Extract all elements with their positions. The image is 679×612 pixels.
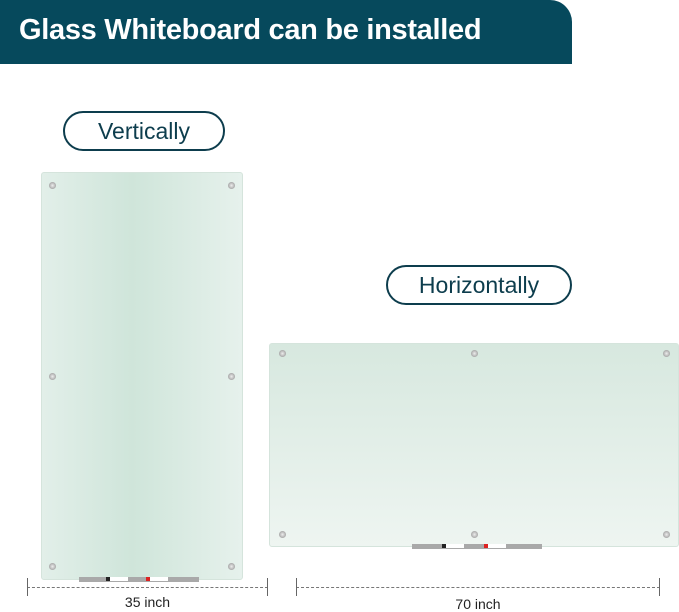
black-marker-icon (442, 544, 464, 548)
horizontal-label: Horizontally (386, 265, 572, 305)
screw-icon (471, 531, 478, 538)
screw-icon (663, 531, 670, 538)
screw-icon (228, 563, 235, 570)
horizontal-whiteboard (269, 343, 679, 547)
screw-icon (228, 373, 235, 380)
title: Glass Whiteboard can be installed (19, 14, 482, 46)
screw-icon (663, 350, 670, 357)
screw-icon (49, 182, 56, 189)
red-marker-icon (146, 577, 168, 581)
black-marker-icon (106, 577, 128, 581)
screw-icon (228, 182, 235, 189)
marker-tray (412, 544, 542, 549)
vertical-whiteboard (41, 172, 243, 580)
horizontal-width-dimension (296, 578, 660, 596)
horizontal-width-label: 70 inch (455, 596, 501, 612)
vertical-width-dimension (27, 578, 268, 596)
red-marker-icon (484, 544, 506, 548)
title-banner: Glass Whiteboard can be installed (0, 0, 572, 64)
marker-tray (79, 577, 199, 582)
screw-icon (279, 531, 286, 538)
screw-icon (279, 350, 286, 357)
screw-icon (49, 373, 56, 380)
vertical-label: Vertically (63, 111, 225, 151)
screw-icon (471, 350, 478, 357)
vertical-width-label: 35 inch (124, 594, 171, 610)
screw-icon (49, 563, 56, 570)
